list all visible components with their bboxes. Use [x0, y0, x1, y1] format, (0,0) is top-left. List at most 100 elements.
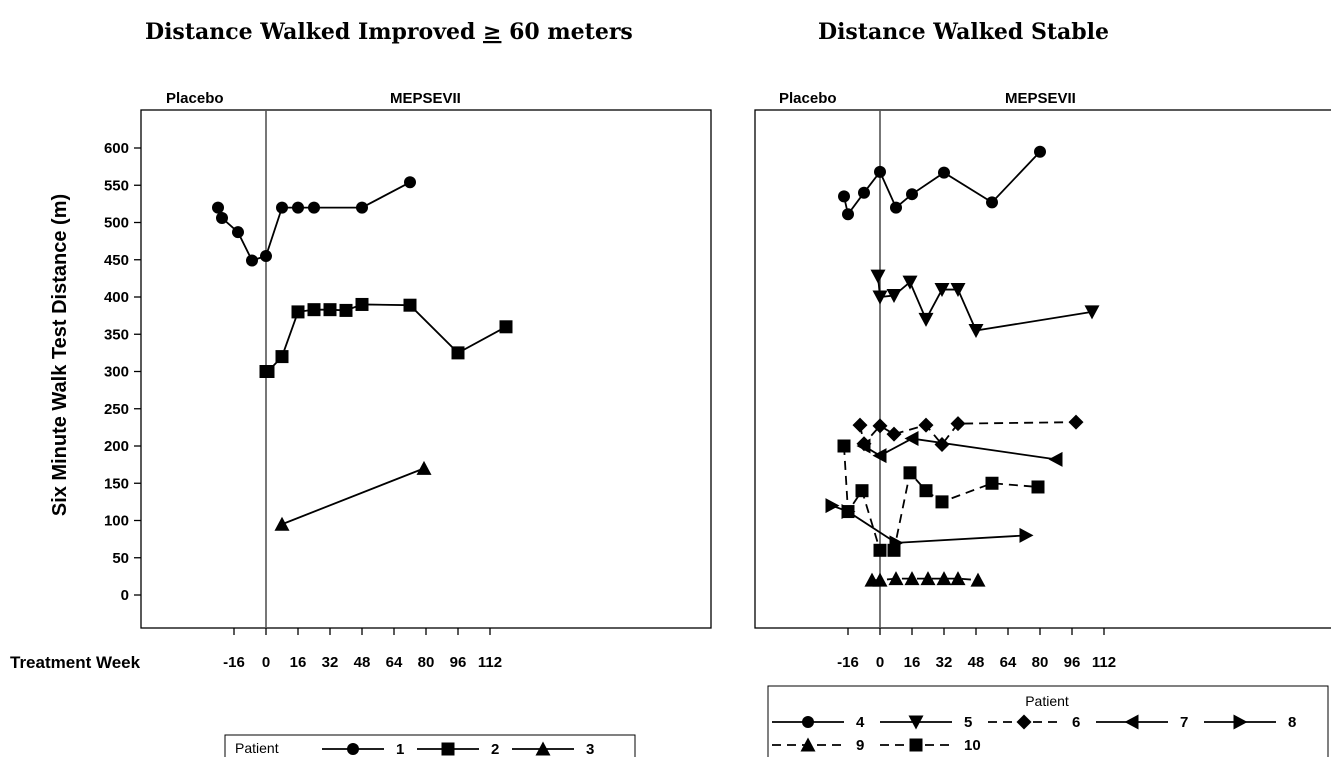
x-tick-label-left: 32: [322, 654, 339, 671]
data-point-patient-5: [950, 283, 966, 298]
legend-marker-7: [1124, 714, 1139, 730]
series-line-patient-10: [843, 445, 1039, 552]
data-point-patient-1: [308, 201, 320, 214]
data-point-patient-8: [825, 498, 840, 514]
data-point-patient-3: [416, 460, 432, 475]
data-point-patient-3: [274, 516, 290, 531]
x-axis-label: Treatment Week: [10, 653, 141, 672]
data-point-patient-10: [935, 495, 949, 509]
data-point-patient-10: [919, 484, 933, 498]
legend-item-patient-1: 1: [322, 741, 404, 757]
data-point-patient-5: [934, 283, 950, 298]
data-point-patient-10: [985, 476, 999, 490]
series-line-patient-8: [831, 504, 1027, 544]
data-point-patient-5: [918, 312, 934, 327]
series-patient-7: [856, 431, 1063, 467]
data-point-patient-1: [260, 250, 272, 263]
chart-title-left: Distance Walked Improved ≥ 60 meters: [145, 19, 633, 45]
legend-marker-6: [1016, 714, 1032, 730]
data-point-patient-5: [870, 269, 886, 284]
x-tick-label-right: 80: [1032, 654, 1049, 671]
panel-right: -16 0 16 32 48 64 80 96 112: [825, 110, 1116, 671]
data-point-patient-7: [872, 448, 887, 464]
series-line-patient-1: [217, 181, 411, 262]
series-patient-4: [838, 145, 1046, 221]
panel-left: -16 0 16 32 48 64 80 96 112 0 50 100 150 200 250 300 350…: [104, 110, 513, 671]
legend-item-patient-4: 4: [772, 714, 865, 731]
data-point-patient-2: [339, 303, 353, 317]
data-point-patient-1: [232, 226, 244, 239]
series-line-patient-3: [281, 467, 425, 526]
data-point-patient-2: [307, 303, 321, 317]
x-tick-label-right: 0: [876, 654, 884, 671]
legend-marker-1: [347, 743, 359, 755]
phase-label-placebo-left: Placebo: [166, 90, 224, 107]
data-point-patient-6: [886, 426, 902, 442]
phase-label-mepsevii-right: MEPSEVII: [1005, 90, 1076, 107]
data-point-patient-2: [275, 350, 289, 364]
chart-title-right: Distance Walked Stable: [818, 19, 1109, 45]
y-tick-label: 600: [104, 140, 129, 157]
data-point-patient-10: [1031, 480, 1045, 494]
data-point-patient-1: [404, 176, 416, 189]
data-point-patient-10: [841, 505, 855, 519]
data-point-patient-7: [904, 431, 919, 447]
legend-label-3: 3: [586, 741, 594, 757]
plot-frame-left: [140, 109, 712, 629]
y-tick-label: 450: [104, 252, 129, 269]
data-point-patient-7: [856, 438, 871, 454]
y-tick-label: 100: [104, 513, 129, 530]
data-point-patient-2: [499, 320, 513, 334]
series-patient-3: [274, 460, 432, 531]
data-point-patient-10: [855, 484, 869, 498]
legend-marker-5: [908, 715, 924, 730]
series-line-patient-7: [863, 437, 1057, 461]
x-tick-label-left: 96: [450, 654, 467, 671]
data-point-patient-10: [887, 543, 901, 557]
data-point-patient-4: [986, 196, 998, 209]
phase-label-mepsevii-left: MEPSEVII: [390, 90, 461, 107]
y-tick-label: 300: [104, 364, 129, 381]
legend-title-right: Patient: [1025, 693, 1069, 709]
data-point-patient-2: [403, 298, 417, 312]
legend-marker-8: [1233, 714, 1248, 730]
x-tick-label-right: 112: [1092, 654, 1116, 671]
series-patient-8: [825, 498, 1034, 551]
y-tick-label: 150: [104, 475, 129, 492]
y-tick-label: 200: [104, 438, 129, 455]
legend-right: Patient 4 5 6 7 8 9 10: [767, 685, 1329, 757]
data-point-patient-5: [902, 275, 918, 290]
x-tick-label-left: 0: [262, 654, 270, 671]
legend-box-left: [224, 734, 636, 757]
x-tick-label-right: 32: [936, 654, 953, 671]
x-tick-label-right: 16: [904, 654, 921, 671]
data-point-patient-9: [872, 572, 888, 587]
data-point-patient-5: [872, 290, 888, 305]
data-point-patient-6: [872, 418, 888, 434]
x-tick-label-right: 96: [1064, 654, 1081, 671]
x-tick-label-left: 64: [386, 654, 403, 671]
data-point-patient-5: [1084, 305, 1100, 320]
data-point-patient-4: [1034, 145, 1046, 158]
data-point-patient-1: [356, 201, 368, 214]
data-point-patient-2: [355, 297, 369, 311]
y-tick-label: 0: [121, 587, 129, 604]
data-point-patient-10: [873, 543, 887, 557]
series-patient-1: [212, 176, 416, 267]
data-point-patient-9: [950, 571, 966, 586]
legend-marker-4: [802, 716, 814, 728]
series-patient-5: [870, 269, 1100, 339]
y-tick-label: 50: [112, 550, 129, 567]
legend-item-patient-2: 2: [417, 741, 499, 757]
legend-title-left: Patient: [235, 740, 279, 756]
data-point-patient-2: [261, 365, 275, 378]
data-point-patient-1: [292, 201, 304, 214]
x-tick-label-left: 48: [354, 654, 371, 671]
y-tick-label: 400: [104, 289, 129, 306]
y-axis-label: Six Minute Walk Test Distance (m): [49, 194, 71, 516]
x-tick-label-left: 16: [290, 654, 307, 671]
legend-label-2: 2: [491, 741, 499, 757]
data-point-patient-9: [936, 571, 952, 586]
data-point-patient-6: [934, 437, 950, 453]
legend-item-patient-5: 5: [880, 714, 972, 731]
